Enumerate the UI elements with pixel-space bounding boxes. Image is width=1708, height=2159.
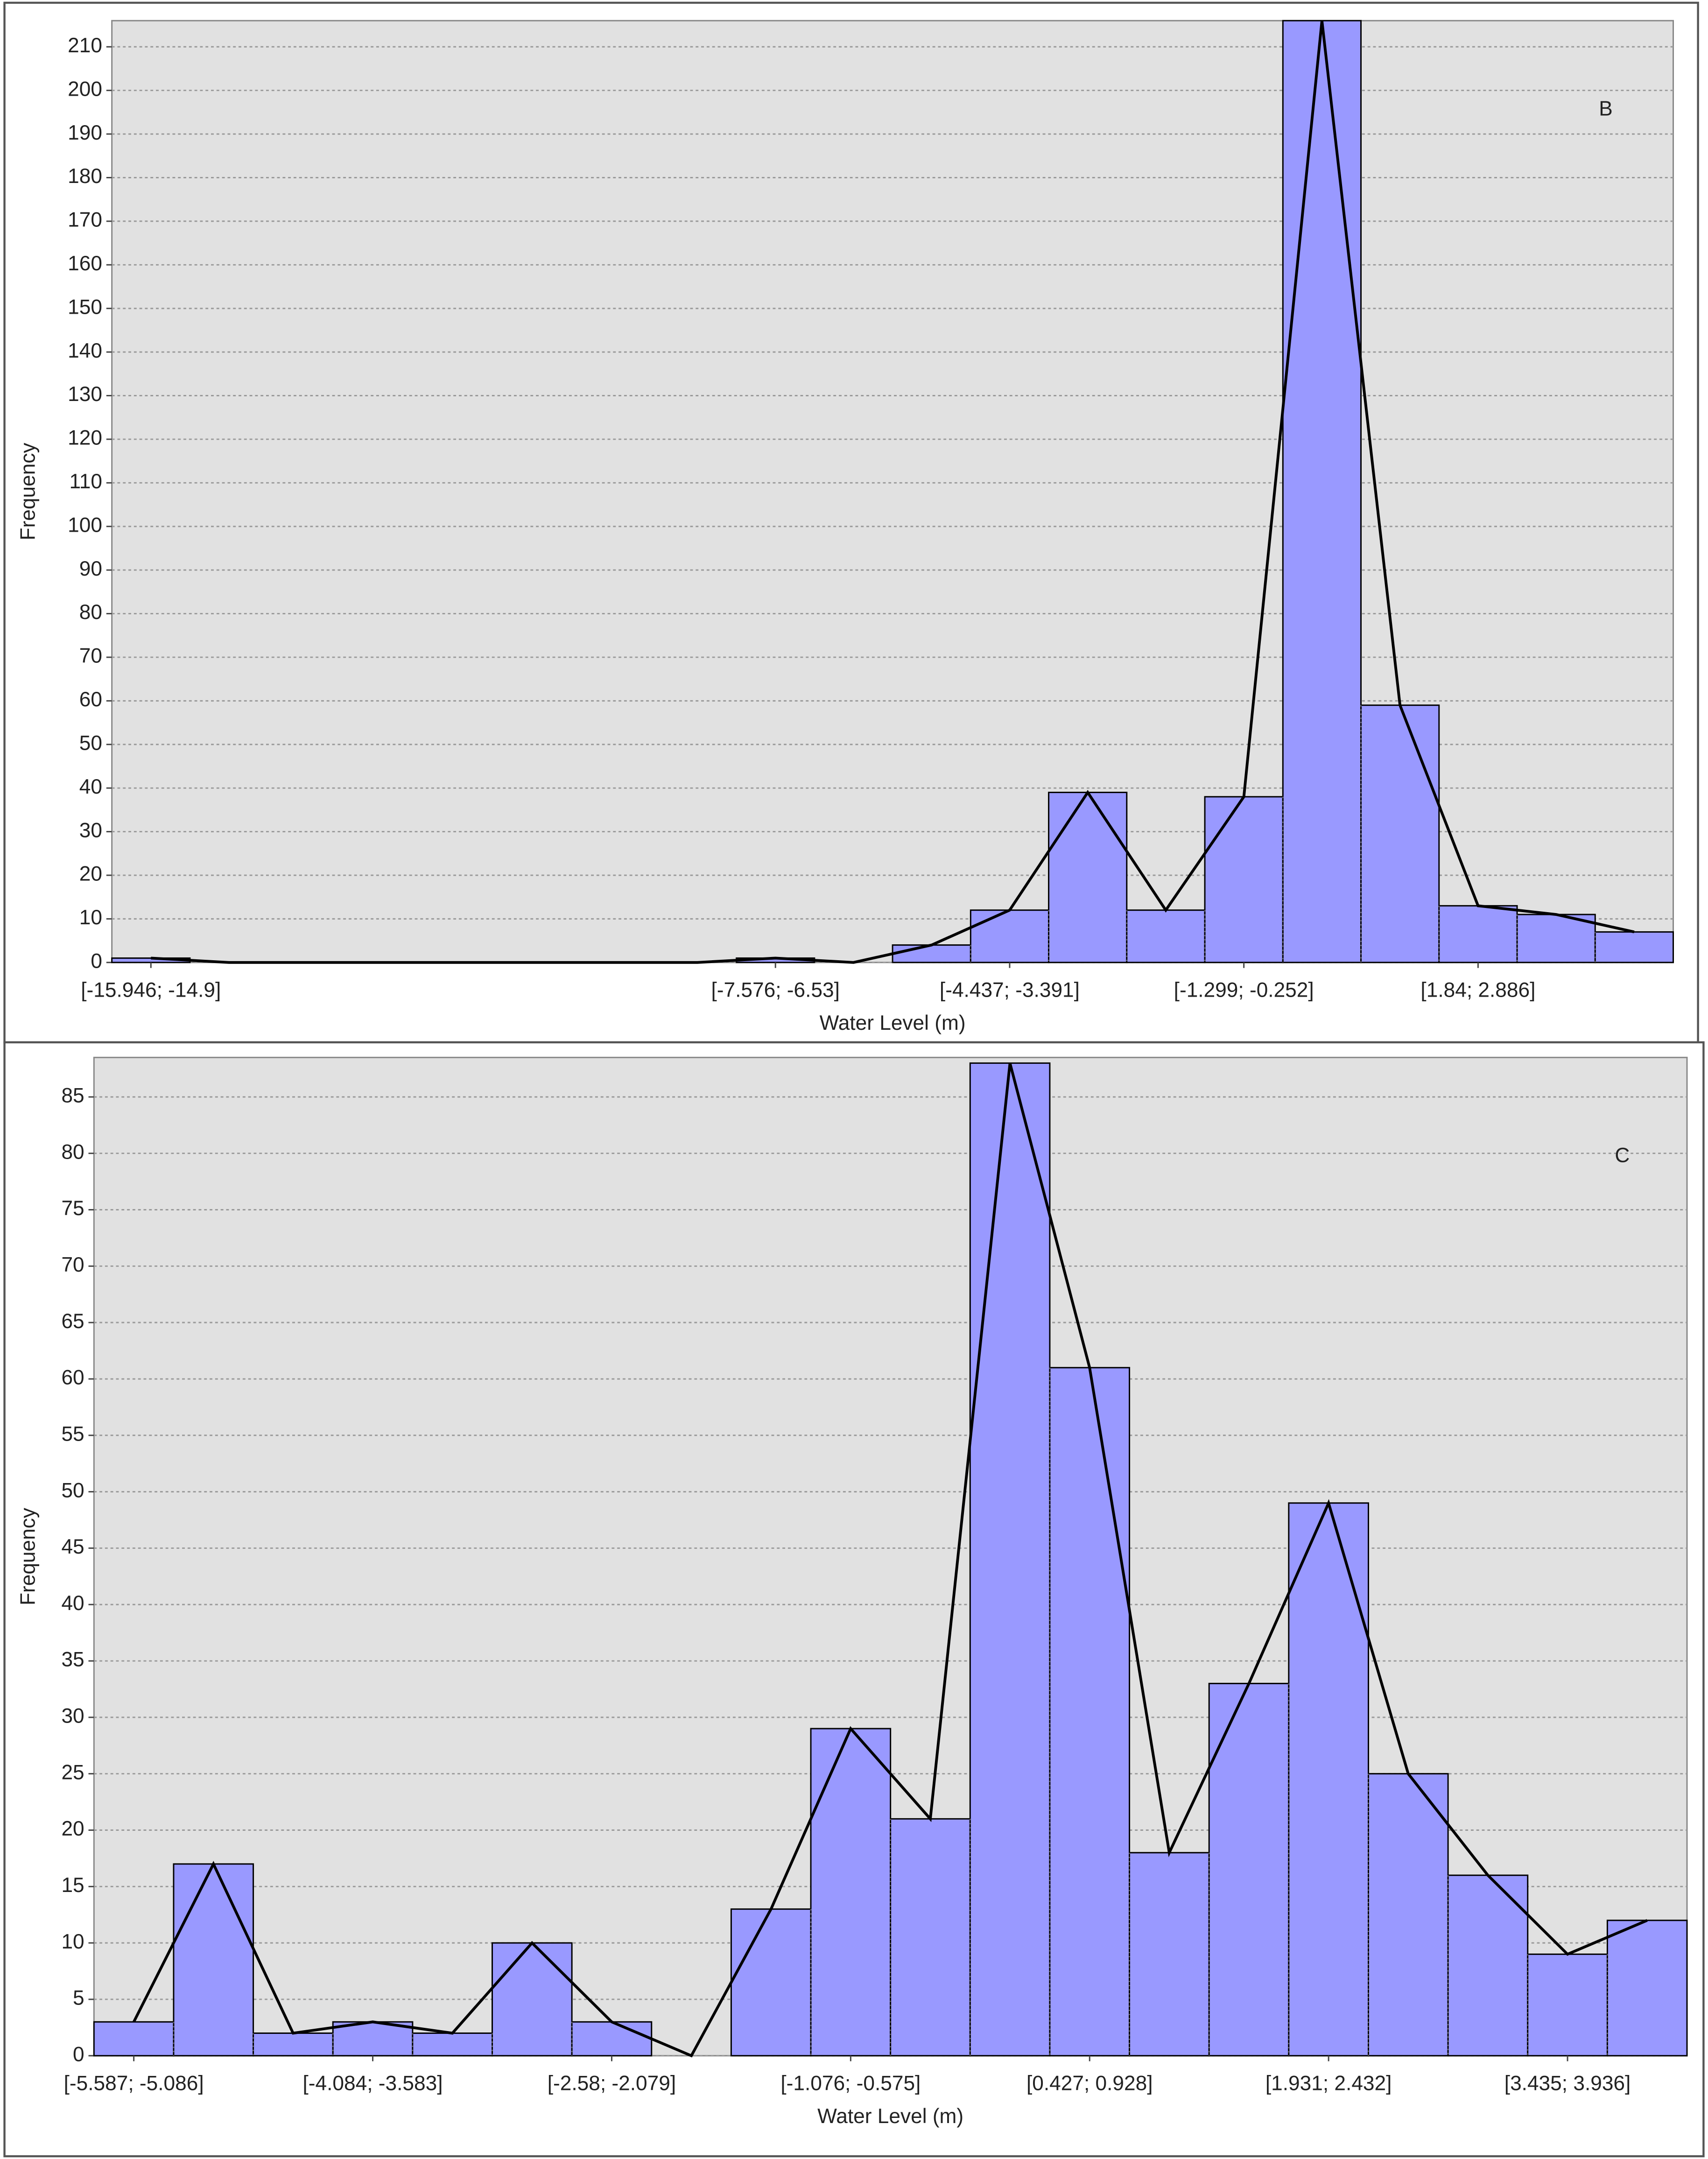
panel-annotation: B bbox=[1599, 98, 1613, 120]
bar bbox=[173, 1863, 254, 2057]
bar bbox=[412, 2032, 493, 2057]
y-tick-label: 210 bbox=[68, 34, 102, 57]
x-tick-label: [-2.58; -2.079] bbox=[548, 2072, 676, 2095]
bar bbox=[1126, 909, 1206, 963]
y-tick-label: 170 bbox=[68, 209, 102, 232]
y-tick-label: 0 bbox=[73, 2043, 84, 2066]
y-tick-label: 10 bbox=[79, 906, 102, 929]
y-tick-label: 25 bbox=[61, 1761, 84, 1784]
y-tick-label: 130 bbox=[68, 383, 102, 406]
bar bbox=[1360, 704, 1440, 963]
x-tick-label: [-1.076; -0.575] bbox=[780, 2072, 921, 2095]
x-tick-label: [0.427; 0.928] bbox=[1026, 2072, 1153, 2095]
y-tick-label: 50 bbox=[79, 731, 102, 754]
bar bbox=[730, 1908, 812, 2057]
y-tick-label: 70 bbox=[79, 645, 102, 668]
frequency-polygon bbox=[151, 20, 1635, 964]
bar bbox=[1438, 905, 1518, 963]
x-tick-label: [1.931; 2.432] bbox=[1265, 2072, 1392, 2095]
y-tick-label: 55 bbox=[61, 1422, 84, 1445]
bar bbox=[1282, 20, 1362, 963]
bar bbox=[892, 944, 971, 963]
y-tick-label: 60 bbox=[61, 1366, 84, 1389]
y-tick-label: 120 bbox=[68, 427, 102, 450]
bar bbox=[969, 1062, 1051, 2057]
y-tick-label: 20 bbox=[61, 1817, 84, 1840]
x-tick-label: [3.435; 3.936] bbox=[1504, 2072, 1631, 2095]
frequency-polygon bbox=[132, 1062, 1648, 2058]
bar bbox=[1048, 792, 1128, 963]
bar bbox=[1527, 1953, 1608, 2057]
bar bbox=[1049, 1367, 1131, 2057]
x-tick-label: [-15.946; -14.9] bbox=[81, 978, 221, 1001]
bar bbox=[1516, 914, 1596, 963]
x-tick-label: [-5.587; -5.086] bbox=[64, 2072, 204, 2095]
bar bbox=[1606, 1920, 1688, 2057]
y-tick-label: 200 bbox=[68, 77, 102, 100]
bar bbox=[1594, 931, 1674, 963]
y-tick-label: 65 bbox=[61, 1310, 84, 1333]
y-tick-label: 80 bbox=[79, 601, 102, 624]
y-tick-label: 30 bbox=[61, 1705, 84, 1728]
y-tick-label: 75 bbox=[61, 1197, 84, 1220]
y-tick-label: 85 bbox=[61, 1084, 84, 1107]
y-tick-label: 60 bbox=[79, 688, 102, 711]
y-tick-label: 190 bbox=[68, 121, 102, 144]
y-tick-label: 80 bbox=[61, 1140, 84, 1163]
y-tick-label: 40 bbox=[61, 1592, 84, 1615]
bar bbox=[1129, 1852, 1210, 2057]
x-tick-label: [-1.299; -0.252] bbox=[1174, 978, 1314, 1001]
bar bbox=[1208, 1682, 1290, 2057]
y-tick-label: 35 bbox=[61, 1648, 84, 1671]
bar bbox=[1368, 1773, 1449, 2057]
y-tick-label: 70 bbox=[61, 1253, 84, 1276]
y-axis-label: Frequency bbox=[16, 1507, 39, 1605]
panel-annotation: C bbox=[1615, 1144, 1630, 1167]
y-tick-label: 5 bbox=[73, 1987, 84, 2010]
x-tick-label: [1.84; 2.886] bbox=[1420, 978, 1535, 1001]
y-tick-label: 160 bbox=[68, 252, 102, 275]
y-tick-label: 100 bbox=[68, 513, 102, 536]
bar bbox=[253, 2032, 334, 2057]
y-tick-label: 10 bbox=[61, 1930, 84, 1953]
bar bbox=[571, 2021, 653, 2057]
bar bbox=[492, 1942, 573, 2057]
x-tick-label: [-4.084; -3.583] bbox=[303, 2072, 443, 2095]
y-tick-label: 40 bbox=[79, 775, 102, 798]
y-tick-label: 140 bbox=[68, 339, 102, 362]
bar bbox=[1204, 796, 1284, 963]
bar bbox=[332, 2021, 414, 2057]
x-axis-label: Water Level (m) bbox=[820, 1012, 966, 1034]
bar bbox=[1288, 1502, 1369, 2057]
y-tick-label: 45 bbox=[61, 1535, 84, 1558]
y-tick-label: 90 bbox=[79, 557, 102, 580]
y-tick-label: 110 bbox=[69, 470, 102, 493]
bar bbox=[970, 909, 1050, 963]
y-tick-label: 180 bbox=[68, 165, 102, 188]
x-tick-label: [-4.437; -3.391] bbox=[940, 978, 1080, 1001]
y-tick-label: 50 bbox=[61, 1479, 84, 1502]
y-axis-label: Frequency bbox=[16, 443, 39, 541]
bar bbox=[1447, 1874, 1529, 2057]
y-tick-label: 20 bbox=[79, 863, 102, 886]
bar bbox=[890, 1818, 971, 2057]
bar bbox=[810, 1728, 892, 2057]
y-tick-label: 15 bbox=[61, 1874, 84, 1897]
y-tick-label: 0 bbox=[91, 949, 102, 972]
x-axis-label: Water Level (m) bbox=[817, 2105, 963, 2128]
y-tick-label: 150 bbox=[68, 295, 102, 318]
bar bbox=[93, 2021, 175, 2057]
x-tick-label: [-7.576; -6.53] bbox=[711, 978, 840, 1001]
y-tick-label: 30 bbox=[79, 819, 102, 842]
